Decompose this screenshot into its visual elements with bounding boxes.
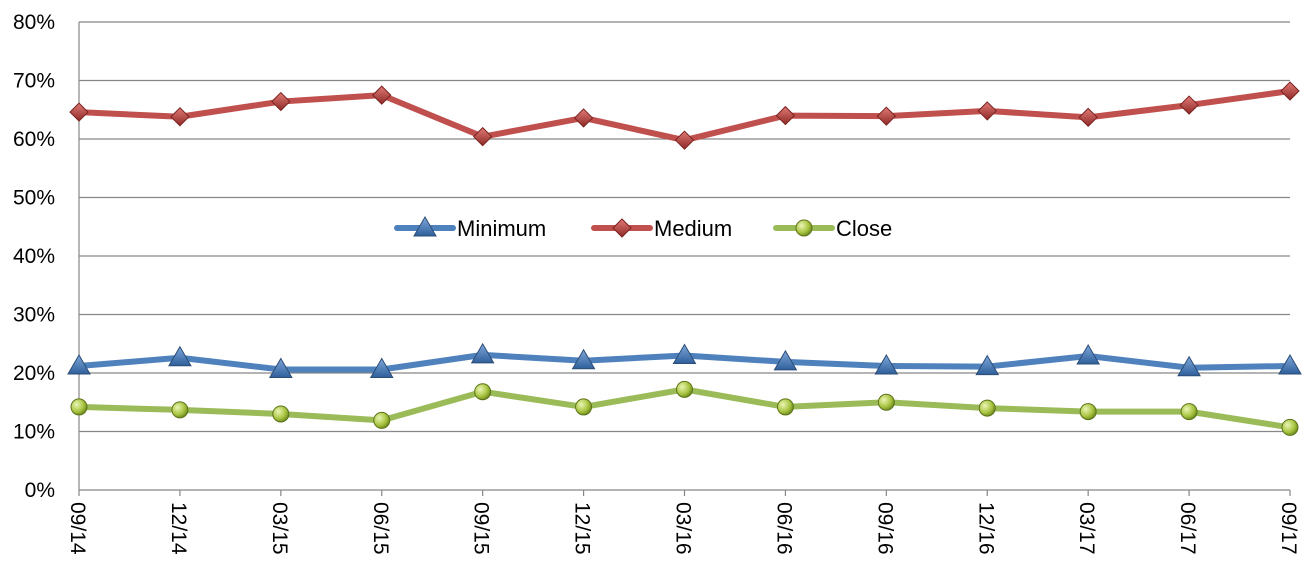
series-lines — [67, 81, 1302, 436]
legend-label: Minimum — [457, 216, 546, 241]
legend-item-close: Close — [773, 216, 892, 241]
y-tick-label: 0% — [25, 479, 55, 502]
data-point-medium — [1179, 95, 1199, 115]
data-point-close — [877, 393, 895, 411]
x-tick-label: 12/14 — [167, 502, 190, 555]
data-point-minimum — [470, 342, 495, 364]
legend-item-minimum: Minimum — [394, 216, 546, 241]
data-point-close — [575, 398, 593, 416]
y-tick-label: 40% — [13, 245, 55, 268]
data-point-minimum — [975, 354, 1000, 376]
data-point-minimum — [571, 348, 596, 370]
legend-label: Close — [836, 216, 892, 241]
data-point-minimum — [168, 345, 192, 367]
data-point-medium — [977, 101, 997, 121]
series-minimum — [67, 342, 1302, 378]
series-close — [70, 380, 1299, 436]
data-point-minimum — [1177, 355, 1201, 377]
data-point-medium — [69, 102, 89, 122]
x-tick-label: 06/17 — [1176, 502, 1199, 555]
data-point-close — [70, 398, 88, 416]
legend-marker — [612, 218, 632, 238]
x-tick-label: 06/15 — [369, 502, 392, 555]
data-point-close — [1180, 403, 1198, 421]
y-tick-label: 50% — [13, 187, 55, 210]
y-axis-tick-labels: 0% 10% 20% 30% 40% 50% 60% 70% 80% — [13, 11, 55, 502]
data-point-medium — [271, 91, 291, 112]
data-point-medium — [1280, 81, 1300, 101]
data-point-minimum — [369, 357, 394, 378]
x-tick-label: 06/16 — [772, 502, 795, 555]
axes — [78, 22, 1291, 496]
data-point-medium — [372, 85, 392, 105]
data-point-medium — [674, 130, 695, 150]
data-point-close — [373, 411, 391, 429]
data-point-medium — [573, 108, 594, 128]
data-point-medium — [876, 106, 897, 126]
series-medium — [69, 81, 1300, 150]
data-point-close — [776, 398, 794, 416]
x-tick-label: 09/16 — [873, 502, 896, 555]
y-tick-label: 20% — [13, 362, 55, 385]
data-point-minimum — [672, 343, 697, 364]
x-tick-label: 03/17 — [1075, 502, 1098, 555]
y-tick-label: 60% — [13, 128, 55, 151]
legend-marker — [795, 219, 813, 237]
x-tick-label: 09/17 — [1277, 502, 1300, 555]
y-tick-label: 10% — [13, 421, 55, 444]
data-point-minimum — [1278, 353, 1302, 375]
x-tick-label: 09/15 — [470, 502, 493, 555]
data-point-minimum — [268, 357, 293, 378]
data-point-minimum — [773, 349, 798, 371]
data-point-medium — [472, 126, 493, 147]
data-point-close — [272, 405, 290, 423]
data-point-minimum — [874, 353, 899, 375]
legend-label: Medium — [654, 216, 732, 241]
y-tick-label: 70% — [13, 70, 55, 93]
legend-item-medium: Medium — [591, 216, 732, 241]
x-tick-label: 03/15 — [268, 502, 291, 555]
data-point-close — [1079, 403, 1097, 421]
data-point-close — [978, 399, 996, 417]
x-tick-label: 03/16 — [672, 502, 695, 555]
x-tick-label: 12/16 — [974, 502, 997, 555]
data-point-close — [676, 380, 693, 398]
data-point-medium — [170, 107, 190, 127]
y-tick-label: 80% — [13, 11, 55, 34]
data-point-close — [474, 383, 492, 401]
y-tick-label: 30% — [13, 304, 55, 327]
x-tick-label: 12/15 — [571, 502, 594, 555]
data-point-close — [171, 401, 189, 419]
data-point-close — [1281, 418, 1299, 436]
data-point-medium — [1078, 107, 1098, 128]
x-tick-label: 09/14 — [66, 502, 89, 555]
legend-marker — [413, 216, 437, 237]
x-axis-tick-labels: 09/14 12/14 03/15 06/15 09/15 12/15 03/16 06/16… — [66, 502, 1300, 555]
legend: Minimum Medium Close — [394, 216, 892, 241]
data-point-minimum — [67, 353, 91, 375]
data-point-medium — [775, 105, 796, 126]
data-point-minimum — [1076, 344, 1101, 365]
